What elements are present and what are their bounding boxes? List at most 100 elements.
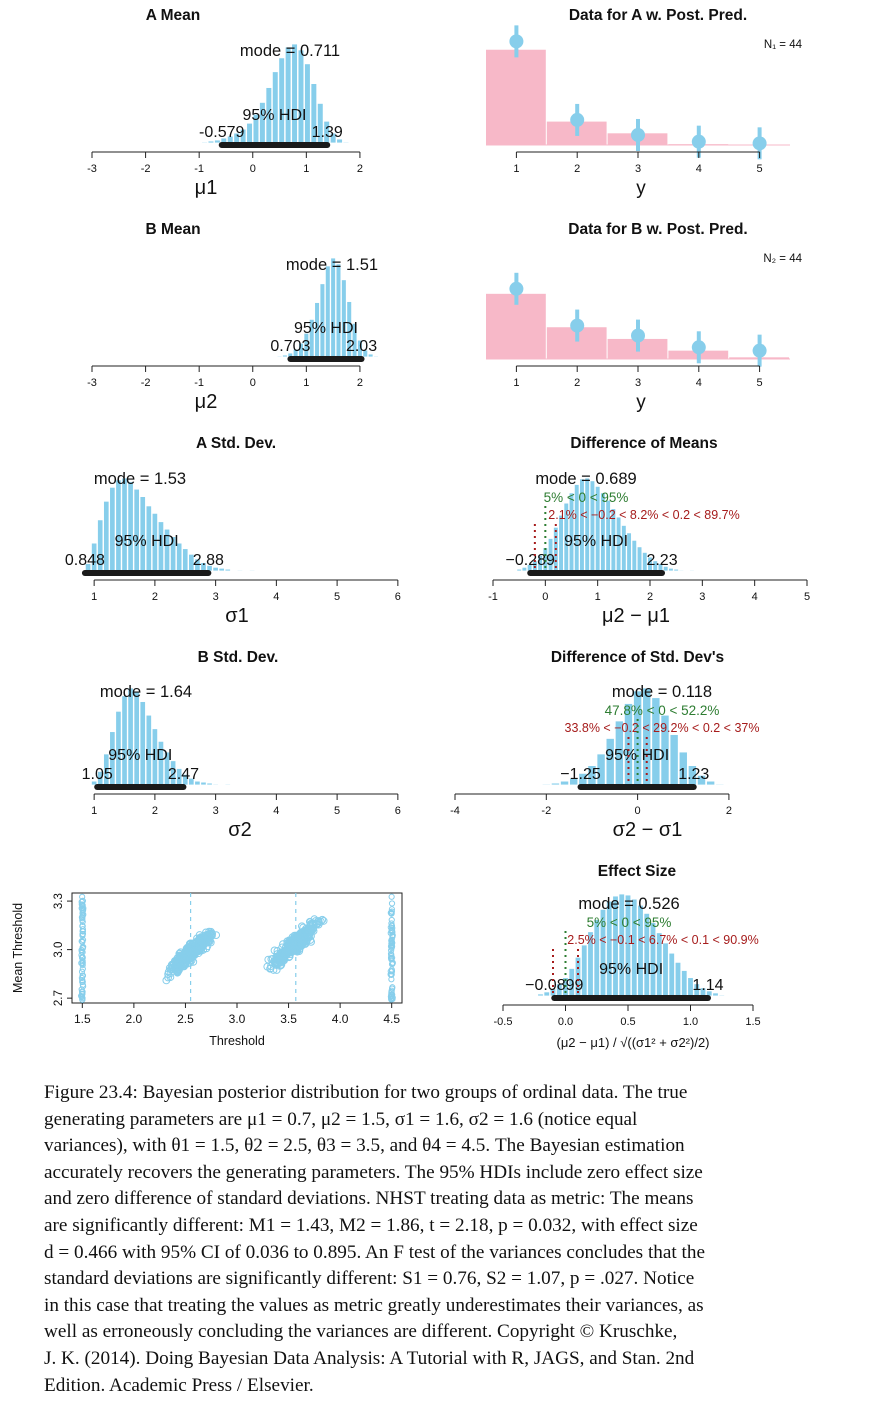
hist-bar	[218, 567, 225, 572]
mode-label: mode = 1.64	[100, 683, 192, 701]
scatter-point	[264, 955, 273, 964]
hist-bar	[109, 486, 116, 572]
scatter-point	[274, 959, 283, 968]
scatter-point	[78, 952, 85, 959]
x-tick-label: -3	[87, 377, 97, 389]
hist-bar	[121, 695, 128, 786]
pred-point	[631, 328, 645, 343]
mode-label: mode = 0.689	[535, 470, 636, 488]
x-tick-label: 0	[250, 163, 256, 175]
hdi-high-label: 1.14	[692, 977, 723, 994]
scatter-point	[388, 922, 395, 930]
y-axis-label: Mean Threshold	[11, 903, 25, 993]
scatter-point	[80, 906, 87, 914]
scatter-point	[388, 906, 395, 913]
x-tick-label: 0	[250, 377, 256, 389]
rope-red-label: 2.5% < −0.1 < 6.7% < 0.1 < 90.9%	[567, 933, 758, 947]
scatter-point	[319, 917, 328, 925]
scatter-point	[388, 900, 396, 907]
hdi-label: 95% HDI	[108, 747, 172, 764]
hist-bar	[236, 569, 244, 572]
hdi-high-label: 2.23	[646, 552, 677, 569]
x-tick-label: 3.5	[280, 1012, 297, 1026]
x-axis-label: (μ2 − μ1) / √((σ1² + σ2²)/2)	[556, 1035, 709, 1050]
hist-bar	[662, 942, 669, 997]
panel-title: Data for A w. Post. Pred.	[569, 7, 747, 24]
scatter-point	[186, 954, 195, 963]
rope-green-label: 5% < 0 < 95%	[544, 490, 629, 505]
caption-line: Figure 23.4: Bayesian posterior distribu…	[44, 1082, 688, 1103]
x-tick-label: 2	[726, 805, 732, 817]
hist-bar	[214, 139, 221, 144]
x-tick-label: 0.0	[558, 1016, 573, 1028]
hist-bar	[715, 783, 725, 786]
data-bar	[486, 49, 546, 145]
mode-label: mode = 1.51	[286, 256, 378, 274]
x-tick-label: 3	[699, 591, 705, 603]
x-tick-label: 4	[696, 377, 702, 389]
hist-bar	[336, 138, 343, 144]
x-tick-label: 5	[757, 377, 763, 389]
hist-bar	[329, 132, 337, 144]
hist-bar	[224, 568, 231, 572]
scatter-point	[296, 928, 305, 937]
scatter-point	[185, 953, 194, 961]
x-tick-label: -2	[141, 163, 151, 175]
caption-line: J. K. (2014). Doing Bayesian Data Analys…	[44, 1347, 695, 1369]
scatter-point	[164, 968, 173, 976]
x-tick-label: 1	[91, 591, 97, 603]
x-tick-label: -1	[194, 377, 204, 389]
hist-bar	[689, 569, 695, 572]
x-tick-label: -2	[541, 805, 551, 817]
panel-6: B Std. Dev. 1.05 2.47 95% HDI mode = 1.64 1 2 3…	[82, 649, 401, 841]
scatter-point	[212, 931, 221, 940]
hdi-low-label: −1.25	[560, 766, 601, 783]
scatter-point	[79, 922, 86, 930]
panel-title: Difference of Means	[570, 435, 717, 452]
n-label: N₁ = 44	[764, 39, 803, 51]
pred-point	[752, 136, 767, 151]
scatter-point	[306, 936, 315, 944]
x-tick-label: 6	[395, 805, 401, 817]
hist-bar	[212, 783, 219, 786]
x-tick-label: 2	[574, 163, 580, 175]
hist-bar	[200, 781, 207, 786]
pred-point	[570, 112, 585, 127]
caption-line: variances), with θ1 = 1.5, θ2 = 2.5, θ3 …	[44, 1135, 685, 1157]
caption-line: standard deviations are significantly di…	[44, 1268, 695, 1290]
scatter-point	[388, 893, 395, 900]
x-tick-label: 1	[595, 591, 601, 603]
x-axis-label: Threshold	[209, 1034, 265, 1048]
scatter-point	[295, 934, 303, 943]
x-tick-label: 4.5	[383, 1012, 400, 1026]
hdi-high-label: 1.39	[312, 124, 343, 141]
x-tick-label: 2	[152, 591, 158, 603]
hist-bar	[282, 354, 288, 358]
x-tick-label: 5	[334, 591, 340, 603]
x-axis-label: σ2	[228, 819, 251, 841]
scatter-point	[196, 946, 204, 955]
scatter-point	[173, 959, 181, 968]
hist-bar	[668, 952, 675, 997]
hist-bar	[133, 488, 140, 572]
hist-bar	[560, 780, 570, 786]
hdi-low-label: -0.579	[199, 124, 244, 141]
scatter-point	[388, 910, 395, 917]
x-tick-label: 2	[574, 377, 580, 389]
x-tick-label: 4	[696, 163, 702, 175]
hdi-low-label: −0.289	[506, 552, 555, 569]
panel-0: A Mean -0.579 1.39 95% HDI mode = 0.711 -3 -2 -…	[87, 7, 363, 199]
scatter-point	[309, 920, 318, 928]
mode-label: mode = 0.118	[612, 683, 712, 701]
hdi-high-label: 1.23	[678, 766, 709, 783]
scatter-point	[388, 927, 396, 934]
caption-line: d = 0.466 with 95% CI of 0.036 to 0.895.…	[44, 1241, 705, 1263]
x-tick-label: 5	[804, 591, 810, 603]
figure-panels: A Mean -0.579 1.39 95% HDI mode = 0.711 -3 -2 -…	[11, 7, 810, 1050]
scatter-point	[78, 968, 86, 975]
scatter-point	[203, 942, 212, 951]
panel-1: Data for A w. Post. Pred. N₁ = 44 1 2 3 4 5 y	[486, 7, 803, 199]
scatter-point	[79, 990, 86, 998]
